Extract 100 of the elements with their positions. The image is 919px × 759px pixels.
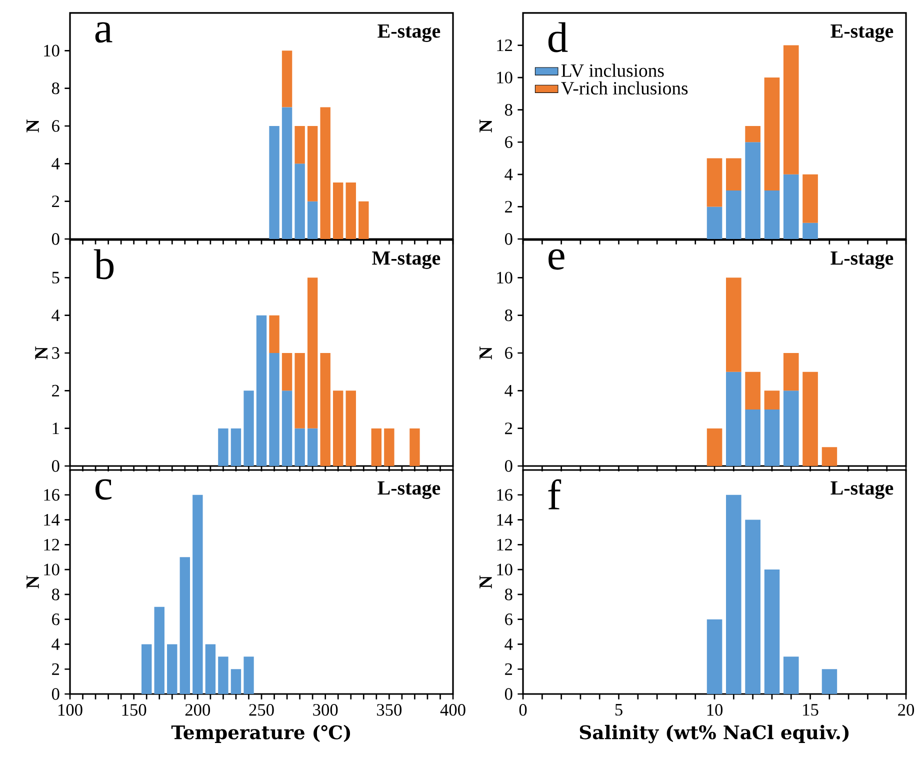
y-tick-label: 2	[505, 422, 512, 434]
bar	[307, 126, 318, 202]
y-tick-label: 14	[44, 514, 60, 526]
bar	[218, 656, 228, 694]
bar	[346, 182, 356, 239]
y-axis-title: N	[480, 346, 492, 360]
bar	[332, 182, 344, 239]
bar	[167, 644, 178, 694]
y-tick-label: 2	[52, 384, 60, 396]
bar	[745, 372, 760, 410]
y-tick-label: 8	[52, 82, 60, 94]
annotation: a	[95, 22, 112, 43]
y-tick-label: 4	[504, 384, 513, 396]
bar	[726, 494, 742, 694]
bar	[282, 50, 292, 108]
y-tick-label: 4	[504, 638, 513, 650]
bar	[764, 78, 780, 191]
bar	[230, 669, 242, 694]
bar	[282, 353, 292, 391]
bar	[706, 206, 722, 239]
bar	[307, 428, 318, 466]
y-axis-title: N	[26, 576, 39, 588]
x-tick-label: 400	[440, 704, 466, 716]
bar	[269, 126, 280, 239]
y-tick-label: 4	[52, 158, 60, 170]
y-tick-label: 8	[504, 104, 512, 116]
bar	[783, 174, 799, 239]
bar	[154, 606, 164, 694]
x-tick-label: 0	[519, 704, 527, 716]
bar	[410, 428, 420, 466]
bar	[783, 45, 799, 174]
text: L-stage	[378, 481, 440, 499]
y-axis-title: N	[480, 119, 492, 132]
y-tick-label: 6	[505, 347, 512, 359]
bar	[822, 669, 838, 694]
bar	[332, 390, 344, 466]
bar	[822, 447, 838, 466]
y-tick-label: 2	[505, 200, 512, 212]
bar	[764, 190, 780, 239]
bar	[282, 390, 292, 466]
bar	[726, 158, 742, 191]
y-tick-label: 8	[52, 588, 60, 600]
bar	[256, 315, 267, 466]
x-tick-label: 250	[249, 704, 274, 716]
x-tick-label: 200	[185, 704, 210, 716]
y-tick-label: 2	[505, 663, 512, 675]
y-tick-label: 10	[44, 44, 60, 56]
text: E-stage	[378, 24, 440, 42]
bar	[745, 142, 760, 239]
y-tick-label: 2	[52, 196, 60, 208]
y-tick-label: 0	[52, 688, 60, 700]
bar	[320, 107, 330, 239]
y-tick-label: 4	[52, 310, 60, 322]
bar	[244, 656, 254, 694]
bar	[783, 352, 799, 391]
bar	[764, 390, 780, 410]
y-tick-label: 3	[52, 347, 60, 359]
text: M-stage	[372, 252, 440, 269]
y-axis-title: N	[480, 576, 492, 588]
annotation: c	[95, 479, 112, 500]
annotation: e	[548, 249, 564, 270]
y-tick-label: 14	[497, 514, 513, 526]
bar	[282, 107, 292, 239]
bar	[726, 190, 742, 239]
y-tick-label: 4	[52, 638, 60, 650]
y-tick-label: 10	[497, 564, 512, 576]
y-tick-label: 0	[504, 233, 512, 245]
bar	[205, 644, 216, 694]
y-tick-label: 10	[497, 272, 512, 284]
bar	[192, 494, 203, 694]
bar	[706, 428, 722, 466]
bar	[141, 644, 152, 694]
bar	[783, 656, 799, 694]
annotation: f	[548, 479, 562, 510]
bar	[294, 428, 305, 466]
bar	[307, 278, 318, 428]
y-axis-title: N	[26, 119, 39, 132]
text: L-stage	[830, 481, 894, 499]
bar	[726, 372, 742, 466]
bar	[726, 278, 742, 372]
bar	[706, 158, 722, 207]
y-tick-label: 16	[497, 489, 512, 501]
y-tick-label: 12	[497, 40, 512, 52]
bar	[230, 428, 242, 466]
y-tick-label: 0	[52, 460, 60, 472]
x-tick-label: 15	[803, 704, 818, 716]
x-tick-label: 100	[58, 704, 82, 716]
y-tick-label: 8	[504, 588, 512, 600]
x-tick-label: 150	[122, 704, 146, 716]
y-tick-label: 6	[505, 614, 512, 626]
bar	[764, 409, 780, 466]
bar	[269, 353, 280, 466]
annotation: d	[548, 22, 568, 52]
bar	[764, 570, 780, 694]
bar	[346, 390, 356, 466]
y-tick-label: 6	[505, 136, 512, 148]
y-tick-label: 0	[504, 460, 512, 472]
y-tick-label: 5	[52, 272, 60, 284]
y-tick-label: 12	[497, 538, 512, 550]
x-axis-title: Salinity (wt% NaCl equiv.)	[580, 724, 849, 744]
